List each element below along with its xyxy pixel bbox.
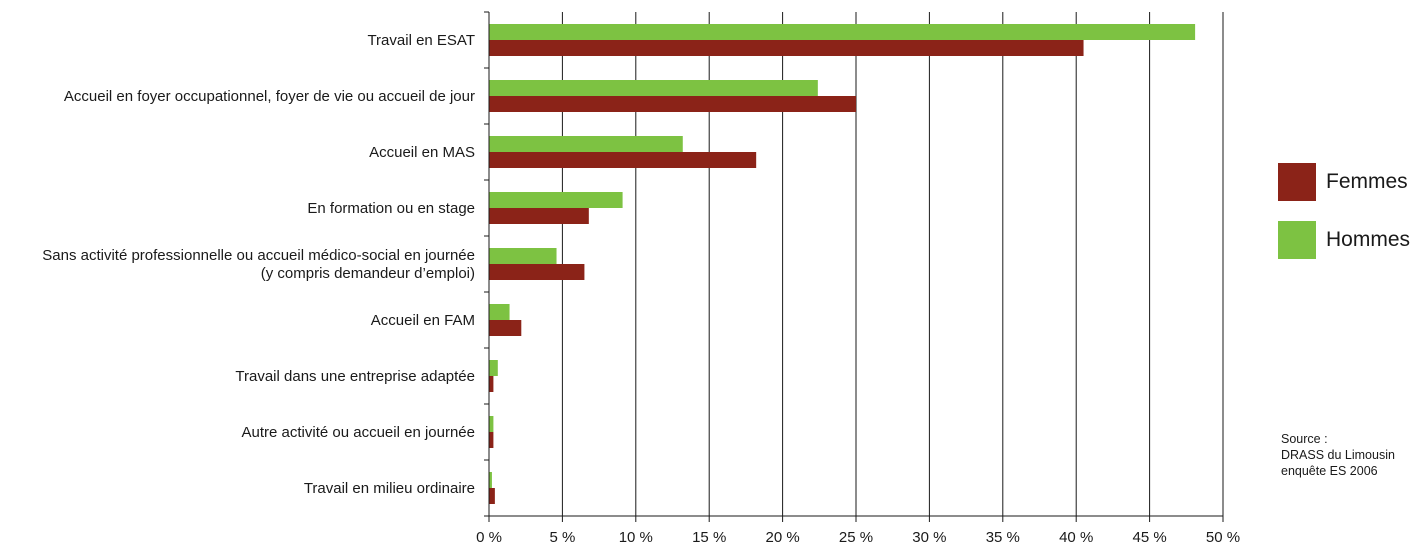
x-tick-label: 15 % <box>692 529 726 546</box>
legend-item-hommes: Hommes <box>1278 221 1410 259</box>
bar-hommes <box>489 192 623 208</box>
bar-chart: 0 % 5 % 10 % 15 % 20 % 25 % 30 % 35 % 40 % 45 % 50… <box>42 11 1240 546</box>
source-line-2: DRASS du Limousin <box>1281 448 1395 462</box>
bar-hommes <box>489 304 510 320</box>
bar-femmes <box>489 264 585 280</box>
x-tick-labels: 0 % 5 % 10 % 15 % 20 % 25 % 30 % 35 % 40 % 45 % 50… <box>476 529 1240 546</box>
x-tick-label: 0 % <box>476 529 502 546</box>
bar-hommes <box>489 472 492 488</box>
bar-femmes <box>489 96 856 112</box>
source-line-1: Source : <box>1281 432 1328 446</box>
category-label: Accueil en MAS <box>369 144 475 161</box>
x-tick-label: 20 % <box>765 529 799 546</box>
x-tick-label: 5 % <box>549 529 575 546</box>
legend: Femmes Hommes <box>1278 163 1410 279</box>
legend-swatch-femmes <box>1278 163 1316 201</box>
bar-femmes <box>489 376 494 392</box>
bar-femmes <box>489 488 495 504</box>
bar-hommes <box>489 80 818 96</box>
bars <box>489 24 1196 504</box>
x-tick-label: 25 % <box>839 529 873 546</box>
bar-hommes <box>489 416 494 432</box>
category-label: Travail en ESAT <box>367 32 475 49</box>
category-label: En formation ou en stage <box>307 200 475 217</box>
category-label: (y compris demandeur d’emploi) <box>261 265 475 282</box>
x-tick-label: 30 % <box>912 529 946 546</box>
bar-femmes <box>489 432 494 448</box>
bar-femmes <box>489 208 589 224</box>
category-label: Accueil en FAM <box>371 312 475 329</box>
x-tick-label: 45 % <box>1132 529 1166 546</box>
bar-femmes <box>489 152 757 168</box>
bar-hommes <box>489 24 1196 40</box>
bar-femmes <box>489 320 522 336</box>
bar-hommes <box>489 248 557 264</box>
category-label: Accueil en foyer occupationnel, foyer de… <box>64 88 475 105</box>
category-label: Autre activité ou accueil en journée <box>242 424 475 441</box>
legend-label-hommes: Hommes <box>1326 228 1410 251</box>
x-tick-label: 35 % <box>986 529 1020 546</box>
source-line-3: enquête ES 2006 <box>1281 464 1378 478</box>
category-label: Travail dans une entreprise adaptée <box>235 368 475 385</box>
legend-item-femmes: Femmes <box>1278 163 1410 201</box>
bar-hommes <box>489 360 498 376</box>
source-note: Source : DRASS du Limousin enquête ES 20… <box>1281 431 1406 479</box>
axes <box>484 11 1224 522</box>
category-label: Travail en milieu ordinaire <box>304 480 475 497</box>
legend-swatch-hommes <box>1278 221 1316 259</box>
legend-label-femmes: Femmes <box>1326 170 1408 193</box>
bar-femmes <box>489 40 1084 56</box>
x-tick-label: 40 % <box>1059 529 1093 546</box>
category-label: Sans activité professionnelle ou accueil… <box>42 247 475 264</box>
bar-hommes <box>489 136 683 152</box>
x-tick-label: 50 % <box>1206 529 1240 546</box>
x-tick-label: 10 % <box>619 529 653 546</box>
category-labels: Travail en ESAT Accueil en foyer occupati… <box>42 32 475 497</box>
